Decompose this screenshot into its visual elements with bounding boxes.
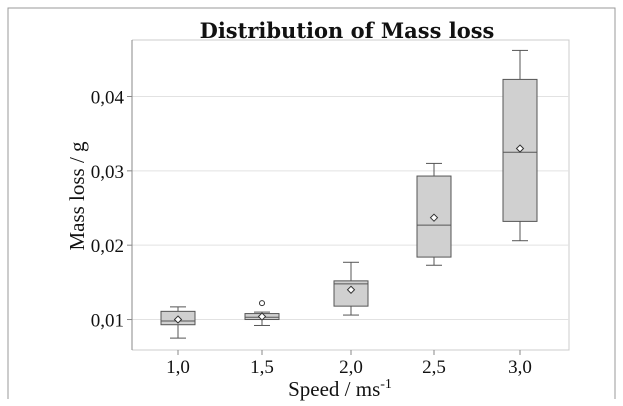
x-tick-label: 3,0 <box>508 357 532 378</box>
outlier-point <box>259 300 265 307</box>
y-tick-label: 0,04 <box>91 87 125 108</box>
boxes-layer <box>160 49 538 339</box>
x-axis-label: Speed / ms-1 <box>288 377 392 401</box>
outer-frame <box>7 7 616 399</box>
mean-marker <box>515 144 525 153</box>
mean-marker <box>173 315 183 324</box>
y-axis-ticks: 0,01 0,02 0,03 0,04 <box>91 87 132 332</box>
x-axis-label-text: Speed / ms <box>288 377 380 401</box>
x-tick-label: 2,5 <box>422 357 446 378</box>
x-axis-ticks: 1,0 1,5 2,0 2,5 3,0 <box>166 350 532 378</box>
mean-marker <box>429 213 439 222</box>
y-tick-label: 0,03 <box>91 162 124 183</box>
chart-title: Distribution of Mass loss <box>200 18 495 43</box>
y-tick-label: 0,02 <box>91 236 124 257</box>
box-1-5 <box>244 300 280 326</box>
y-tick-label: 0,01 <box>91 311 124 332</box>
x-tick-label: 1,0 <box>166 357 190 378</box>
x-tick-label: 1,5 <box>250 357 274 378</box>
y-axis-label: Mass loss / g <box>65 141 89 251</box>
box-2-5 <box>416 162 452 266</box>
box-3-0 <box>502 49 538 242</box>
x-tick-label: 2,0 <box>339 357 363 378</box>
grid-lines <box>132 95 569 321</box>
mean-marker <box>257 312 267 321</box>
mean-marker <box>346 285 356 294</box>
box-2-0 <box>333 261 369 316</box>
box-1-0 <box>160 306 196 339</box>
x-axis-label-superscript: -1 <box>380 377 392 392</box>
